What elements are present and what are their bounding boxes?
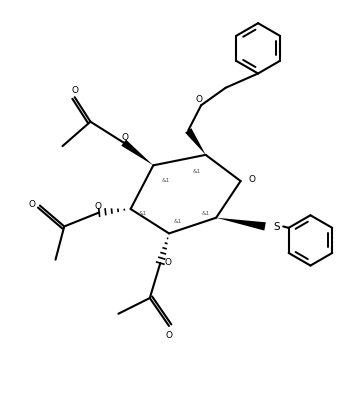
Text: &1: &1 bbox=[139, 211, 147, 215]
Text: O: O bbox=[164, 257, 171, 266]
Polygon shape bbox=[121, 140, 153, 166]
Text: &1: &1 bbox=[193, 168, 201, 174]
Text: S: S bbox=[274, 222, 281, 232]
Text: O: O bbox=[29, 200, 36, 209]
Text: O: O bbox=[71, 86, 78, 95]
Text: &1: &1 bbox=[174, 218, 182, 224]
Text: O: O bbox=[121, 132, 128, 141]
Text: &1: &1 bbox=[202, 211, 210, 215]
Polygon shape bbox=[216, 218, 266, 231]
Text: O: O bbox=[196, 95, 203, 104]
Text: O: O bbox=[248, 174, 255, 183]
Polygon shape bbox=[185, 129, 206, 156]
Text: &1: &1 bbox=[162, 177, 170, 182]
Text: O: O bbox=[94, 202, 101, 211]
Text: O: O bbox=[165, 330, 172, 339]
